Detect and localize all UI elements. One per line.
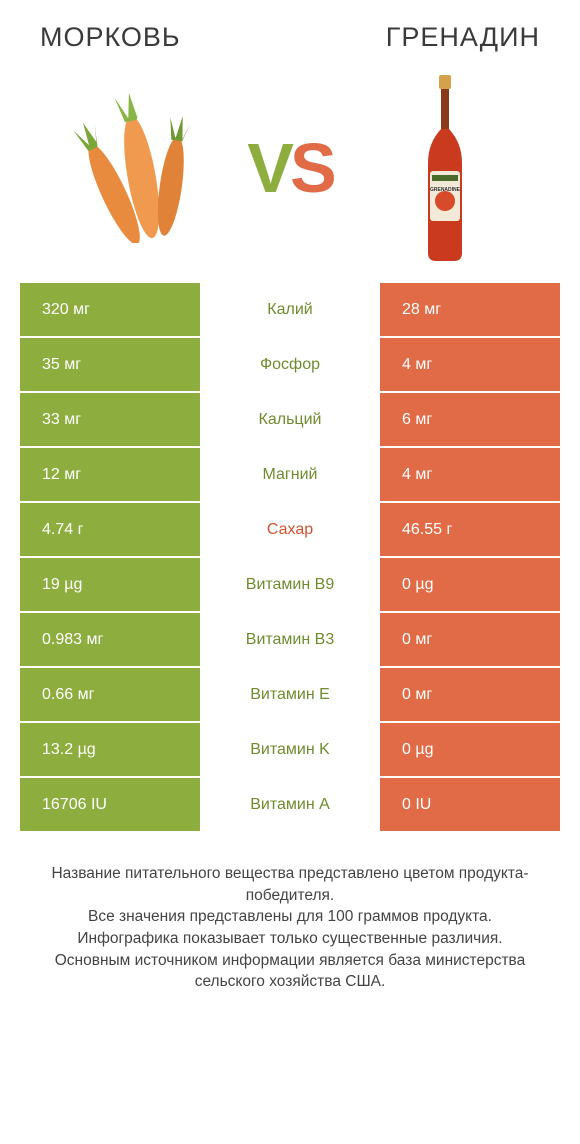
cell-left-value: 13.2 µg <box>20 723 200 776</box>
comparison-table: 320 мгКалий28 мг35 мгФосфор4 мг33 мгКаль… <box>20 283 560 833</box>
cell-left-value: 16706 IU <box>20 778 200 831</box>
footer-line: Все значения представлены для 100 граммо… <box>30 906 550 928</box>
table-row: 13.2 µgВитамин K0 µg <box>20 723 560 778</box>
cell-left-value: 4.74 г <box>20 503 200 556</box>
table-row: 16706 IUВитамин A0 IU <box>20 778 560 833</box>
cell-nutrient-label: Витамин B3 <box>200 613 380 666</box>
cell-nutrient-label: Калий <box>200 283 380 336</box>
table-row: 33 мгКальций6 мг <box>20 393 560 448</box>
bottle-icon: GRENADINE <box>410 73 480 263</box>
table-row: 0.66 мгВитамин E0 мг <box>20 668 560 723</box>
carrot-icon <box>45 93 225 243</box>
footer-line: Основным источником информации является … <box>30 950 550 993</box>
footer-line: Инфографика показывает только существенн… <box>30 928 550 950</box>
vs-label: VS <box>247 128 332 208</box>
table-row: 12 мгМагний4 мг <box>20 448 560 503</box>
footer-line: Название питательного вещества представл… <box>30 863 550 906</box>
cell-left-value: 35 мг <box>20 338 200 391</box>
svg-text:GRENADINE: GRENADINE <box>430 187 461 193</box>
cell-right-value: 46.55 г <box>380 503 560 556</box>
vs-v: V <box>247 129 290 207</box>
cell-nutrient-label: Магний <box>200 448 380 501</box>
header: Морковь Гренадин <box>0 0 580 63</box>
cell-right-value: 4 мг <box>380 448 560 501</box>
cell-right-value: 0 µg <box>380 723 560 776</box>
table-row: 320 мгКалий28 мг <box>20 283 560 338</box>
cell-left-value: 12 мг <box>20 448 200 501</box>
images-row: VS GRENADINE <box>0 63 580 283</box>
table-row: 4.74 гСахар46.55 г <box>20 503 560 558</box>
cell-right-value: 6 мг <box>380 393 560 446</box>
carrot-image <box>40 83 230 253</box>
table-row: 19 µgВитамин B90 µg <box>20 558 560 613</box>
cell-left-value: 19 µg <box>20 558 200 611</box>
vs-s: S <box>290 129 333 207</box>
title-left: Морковь <box>40 22 181 53</box>
cell-nutrient-label: Сахар <box>200 503 380 556</box>
cell-left-value: 320 мг <box>20 283 200 336</box>
footer-notes: Название питательного вещества представл… <box>0 833 580 993</box>
cell-nutrient-label: Кальций <box>200 393 380 446</box>
cell-right-value: 28 мг <box>380 283 560 336</box>
cell-right-value: 0 мг <box>380 668 560 721</box>
bottle-image: GRENADINE <box>350 83 540 253</box>
cell-right-value: 0 µg <box>380 558 560 611</box>
cell-left-value: 0.66 мг <box>20 668 200 721</box>
cell-nutrient-label: Витамин B9 <box>200 558 380 611</box>
cell-right-value: 4 мг <box>380 338 560 391</box>
cell-left-value: 33 мг <box>20 393 200 446</box>
cell-left-value: 0.983 мг <box>20 613 200 666</box>
cell-nutrient-label: Фосфор <box>200 338 380 391</box>
cell-nutrient-label: Витамин K <box>200 723 380 776</box>
cell-right-value: 0 IU <box>380 778 560 831</box>
table-row: 0.983 мгВитамин B30 мг <box>20 613 560 668</box>
title-right: Гренадин <box>386 22 540 53</box>
table-row: 35 мгФосфор4 мг <box>20 338 560 393</box>
cell-nutrient-label: Витамин A <box>200 778 380 831</box>
cell-right-value: 0 мг <box>380 613 560 666</box>
cell-nutrient-label: Витамин E <box>200 668 380 721</box>
